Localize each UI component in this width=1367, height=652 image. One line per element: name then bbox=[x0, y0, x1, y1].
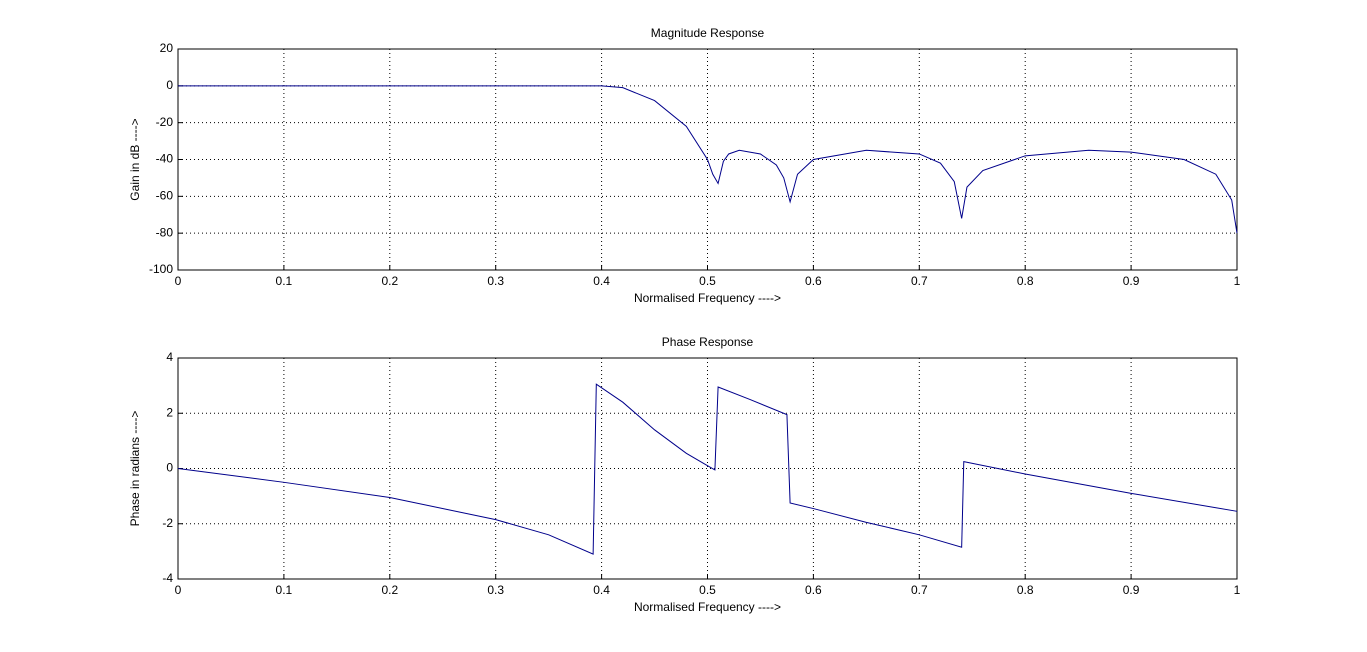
x-tick-label: 0.4 bbox=[593, 583, 610, 597]
x-tick-label: 0.3 bbox=[487, 583, 504, 597]
x-tick-label: 1 bbox=[1234, 274, 1241, 288]
x-tick-label: 0.6 bbox=[805, 583, 822, 597]
x-tick-label: 0.9 bbox=[1123, 583, 1140, 597]
x-tick-label: 0.9 bbox=[1123, 274, 1140, 288]
x-tick-label: 0.8 bbox=[1017, 583, 1034, 597]
x-tick-label: 0.1 bbox=[276, 583, 293, 597]
y-tick-label: -80 bbox=[156, 225, 174, 239]
x-tick-label: 0.5 bbox=[699, 583, 716, 597]
y-tick-label: 4 bbox=[166, 350, 173, 364]
x-tick-label: 0.7 bbox=[911, 583, 928, 597]
data-line bbox=[177, 383, 1238, 555]
x-tick-label: 0 bbox=[175, 583, 182, 597]
axes-box bbox=[177, 48, 1238, 271]
chart-title: Phase Response bbox=[662, 335, 754, 349]
y-axis-label: Phase in radians ----> bbox=[128, 411, 142, 527]
y-tick-label: 2 bbox=[166, 405, 173, 419]
x-tick-label: 0.2 bbox=[381, 274, 398, 288]
x-axis-label: Normalised Frequency ----> bbox=[634, 600, 781, 614]
x-tick-label: 0.6 bbox=[805, 274, 822, 288]
chart-title: Magnitude Response bbox=[651, 26, 765, 40]
x-tick-label: 0.2 bbox=[381, 583, 398, 597]
x-tick-label: 1 bbox=[1234, 583, 1241, 597]
x-tick-label: 0.7 bbox=[911, 274, 928, 288]
x-tick-label: 0.3 bbox=[487, 274, 504, 288]
x-tick-label: 0 bbox=[175, 274, 182, 288]
data-line bbox=[178, 85, 1238, 234]
y-tick-label: -60 bbox=[156, 189, 174, 203]
x-tick-label: 0.5 bbox=[699, 274, 716, 288]
x-tick-label: 0.1 bbox=[276, 274, 293, 288]
y-tick-label: 0 bbox=[166, 461, 173, 475]
y-axis-label: Gain in dB ----> bbox=[128, 118, 142, 200]
y-tick-label: -40 bbox=[156, 152, 174, 166]
y-tick-label: -4 bbox=[162, 571, 173, 585]
y-tick-label: -2 bbox=[162, 516, 173, 530]
x-tick-label: 0.8 bbox=[1017, 274, 1034, 288]
y-tick-label: 0 bbox=[166, 78, 173, 92]
x-tick-label: 0.4 bbox=[593, 274, 610, 288]
y-tick-label: 20 bbox=[160, 41, 174, 55]
x-axis-label: Normalised Frequency ----> bbox=[634, 291, 781, 305]
y-tick-label: -20 bbox=[156, 115, 174, 129]
y-tick-label: -100 bbox=[149, 262, 173, 276]
